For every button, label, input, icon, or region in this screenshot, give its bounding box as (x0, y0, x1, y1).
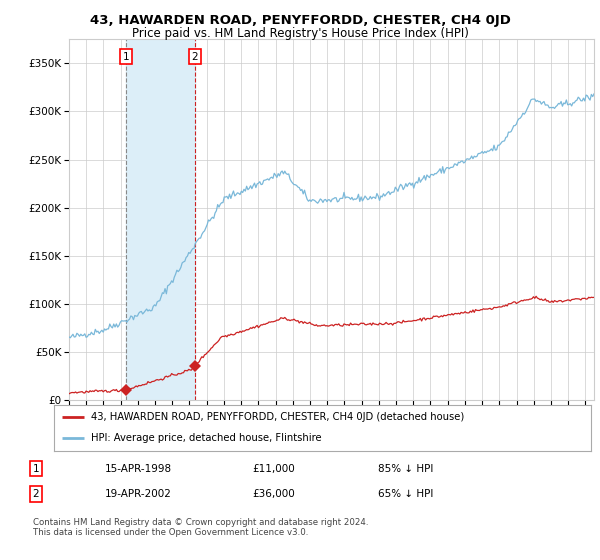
Text: 2: 2 (191, 52, 198, 62)
Text: 19-APR-2002: 19-APR-2002 (105, 489, 172, 499)
Text: 15-APR-1998: 15-APR-1998 (105, 464, 172, 474)
Text: 85% ↓ HPI: 85% ↓ HPI (378, 464, 433, 474)
Text: £36,000: £36,000 (252, 489, 295, 499)
Text: 65% ↓ HPI: 65% ↓ HPI (378, 489, 433, 499)
Bar (125, 39, 194, 400)
Text: HPI: Average price, detached house, Flintshire: HPI: Average price, detached house, Flin… (91, 433, 321, 444)
Text: 1: 1 (32, 464, 40, 474)
Text: 2: 2 (32, 489, 40, 499)
Text: Contains HM Land Registry data © Crown copyright and database right 2024.
This d: Contains HM Land Registry data © Crown c… (33, 518, 368, 538)
Text: £11,000: £11,000 (252, 464, 295, 474)
Text: 1: 1 (122, 52, 129, 62)
Text: 43, HAWARDEN ROAD, PENYFFORDD, CHESTER, CH4 0JD: 43, HAWARDEN ROAD, PENYFFORDD, CHESTER, … (89, 14, 511, 27)
Text: Price paid vs. HM Land Registry's House Price Index (HPI): Price paid vs. HM Land Registry's House … (131, 27, 469, 40)
Text: 43, HAWARDEN ROAD, PENYFFORDD, CHESTER, CH4 0JD (detached house): 43, HAWARDEN ROAD, PENYFFORDD, CHESTER, … (91, 412, 464, 422)
